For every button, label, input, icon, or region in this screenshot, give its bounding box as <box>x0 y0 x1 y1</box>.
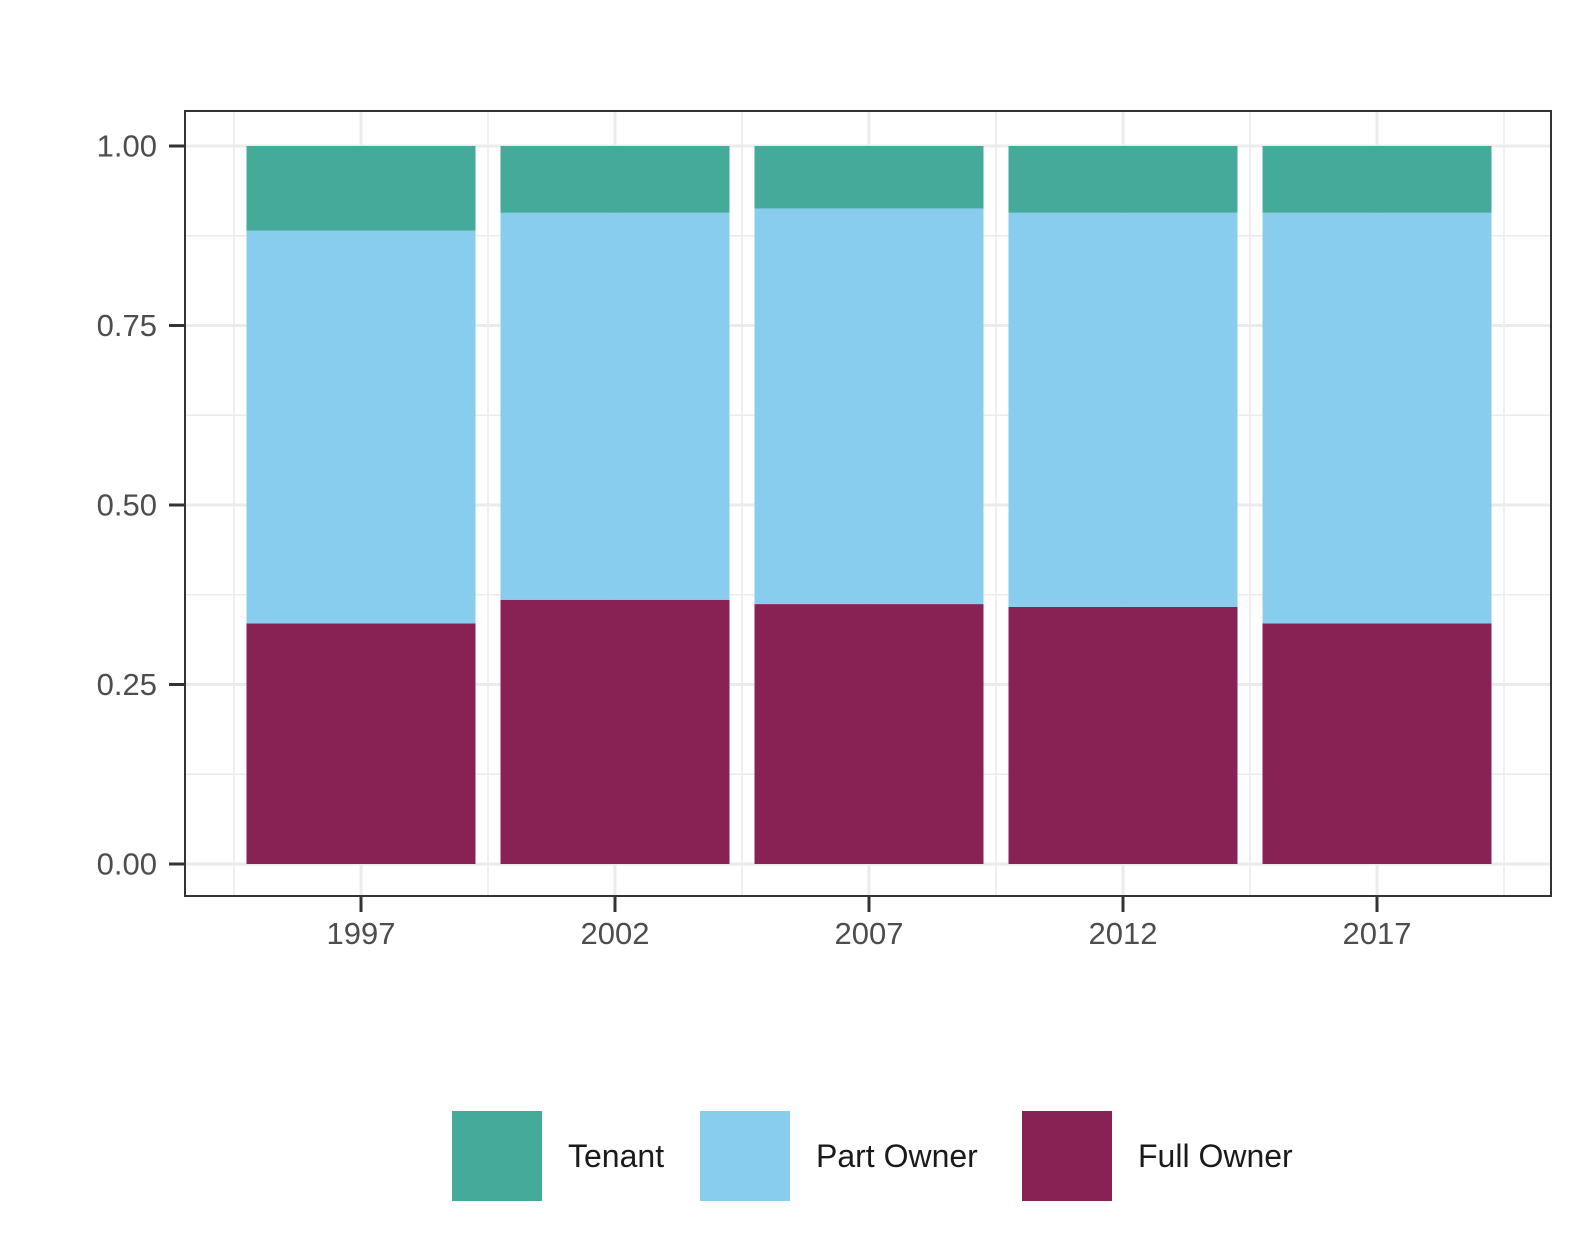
y-tick-label: 0.50 <box>97 488 157 523</box>
legend: Tenant Part Owner Full Owner <box>452 1111 1293 1201</box>
y-tick-label: 0.75 <box>97 308 157 343</box>
bars <box>246 146 1492 864</box>
x-tick-label: 2002 <box>581 916 650 951</box>
bar-tenant-1997 <box>246 146 476 231</box>
y-tick-label: 0.00 <box>97 847 157 882</box>
bar-part-owner-2007 <box>754 208 984 605</box>
bar-part-owner-2012 <box>1008 212 1238 607</box>
x-tick-label: 2007 <box>835 916 904 951</box>
y-tick-label: 0.25 <box>97 667 157 702</box>
y-axis: 0.00 0.25 0.50 0.75 1.00 <box>97 129 185 882</box>
legend-key-full-owner <box>1022 1111 1112 1201</box>
x-tick-label: 2012 <box>1089 916 1158 951</box>
legend-label-full-owner: Full Owner <box>1138 1138 1293 1174</box>
y-tick-label: 1.00 <box>97 129 157 164</box>
bar-part-owner-2002 <box>500 212 730 600</box>
x-tick-label: 1997 <box>327 916 396 951</box>
legend-label-part-owner: Part Owner <box>816 1138 978 1174</box>
bar-full-owner-2012 <box>1008 606 1238 864</box>
legend-key-tenant <box>452 1111 542 1201</box>
bar-tenant-2012 <box>1008 146 1238 213</box>
bar-full-owner-2017 <box>1262 623 1492 864</box>
bar-full-owner-2007 <box>754 604 984 864</box>
x-tick-label: 2017 <box>1343 916 1412 951</box>
bar-tenant-2007 <box>754 146 984 209</box>
bar-full-owner-2002 <box>500 599 730 864</box>
bar-part-owner-2017 <box>1262 212 1492 624</box>
bar-tenant-2002 <box>500 146 730 213</box>
legend-key-part-owner <box>700 1111 790 1201</box>
legend-label-tenant: Tenant <box>568 1138 664 1174</box>
bar-full-owner-1997 <box>246 623 476 864</box>
bar-part-owner-1997 <box>246 230 476 624</box>
x-axis: 1997 2002 2007 2012 2017 <box>327 896 1412 951</box>
bar-tenant-2017 <box>1262 146 1492 213</box>
